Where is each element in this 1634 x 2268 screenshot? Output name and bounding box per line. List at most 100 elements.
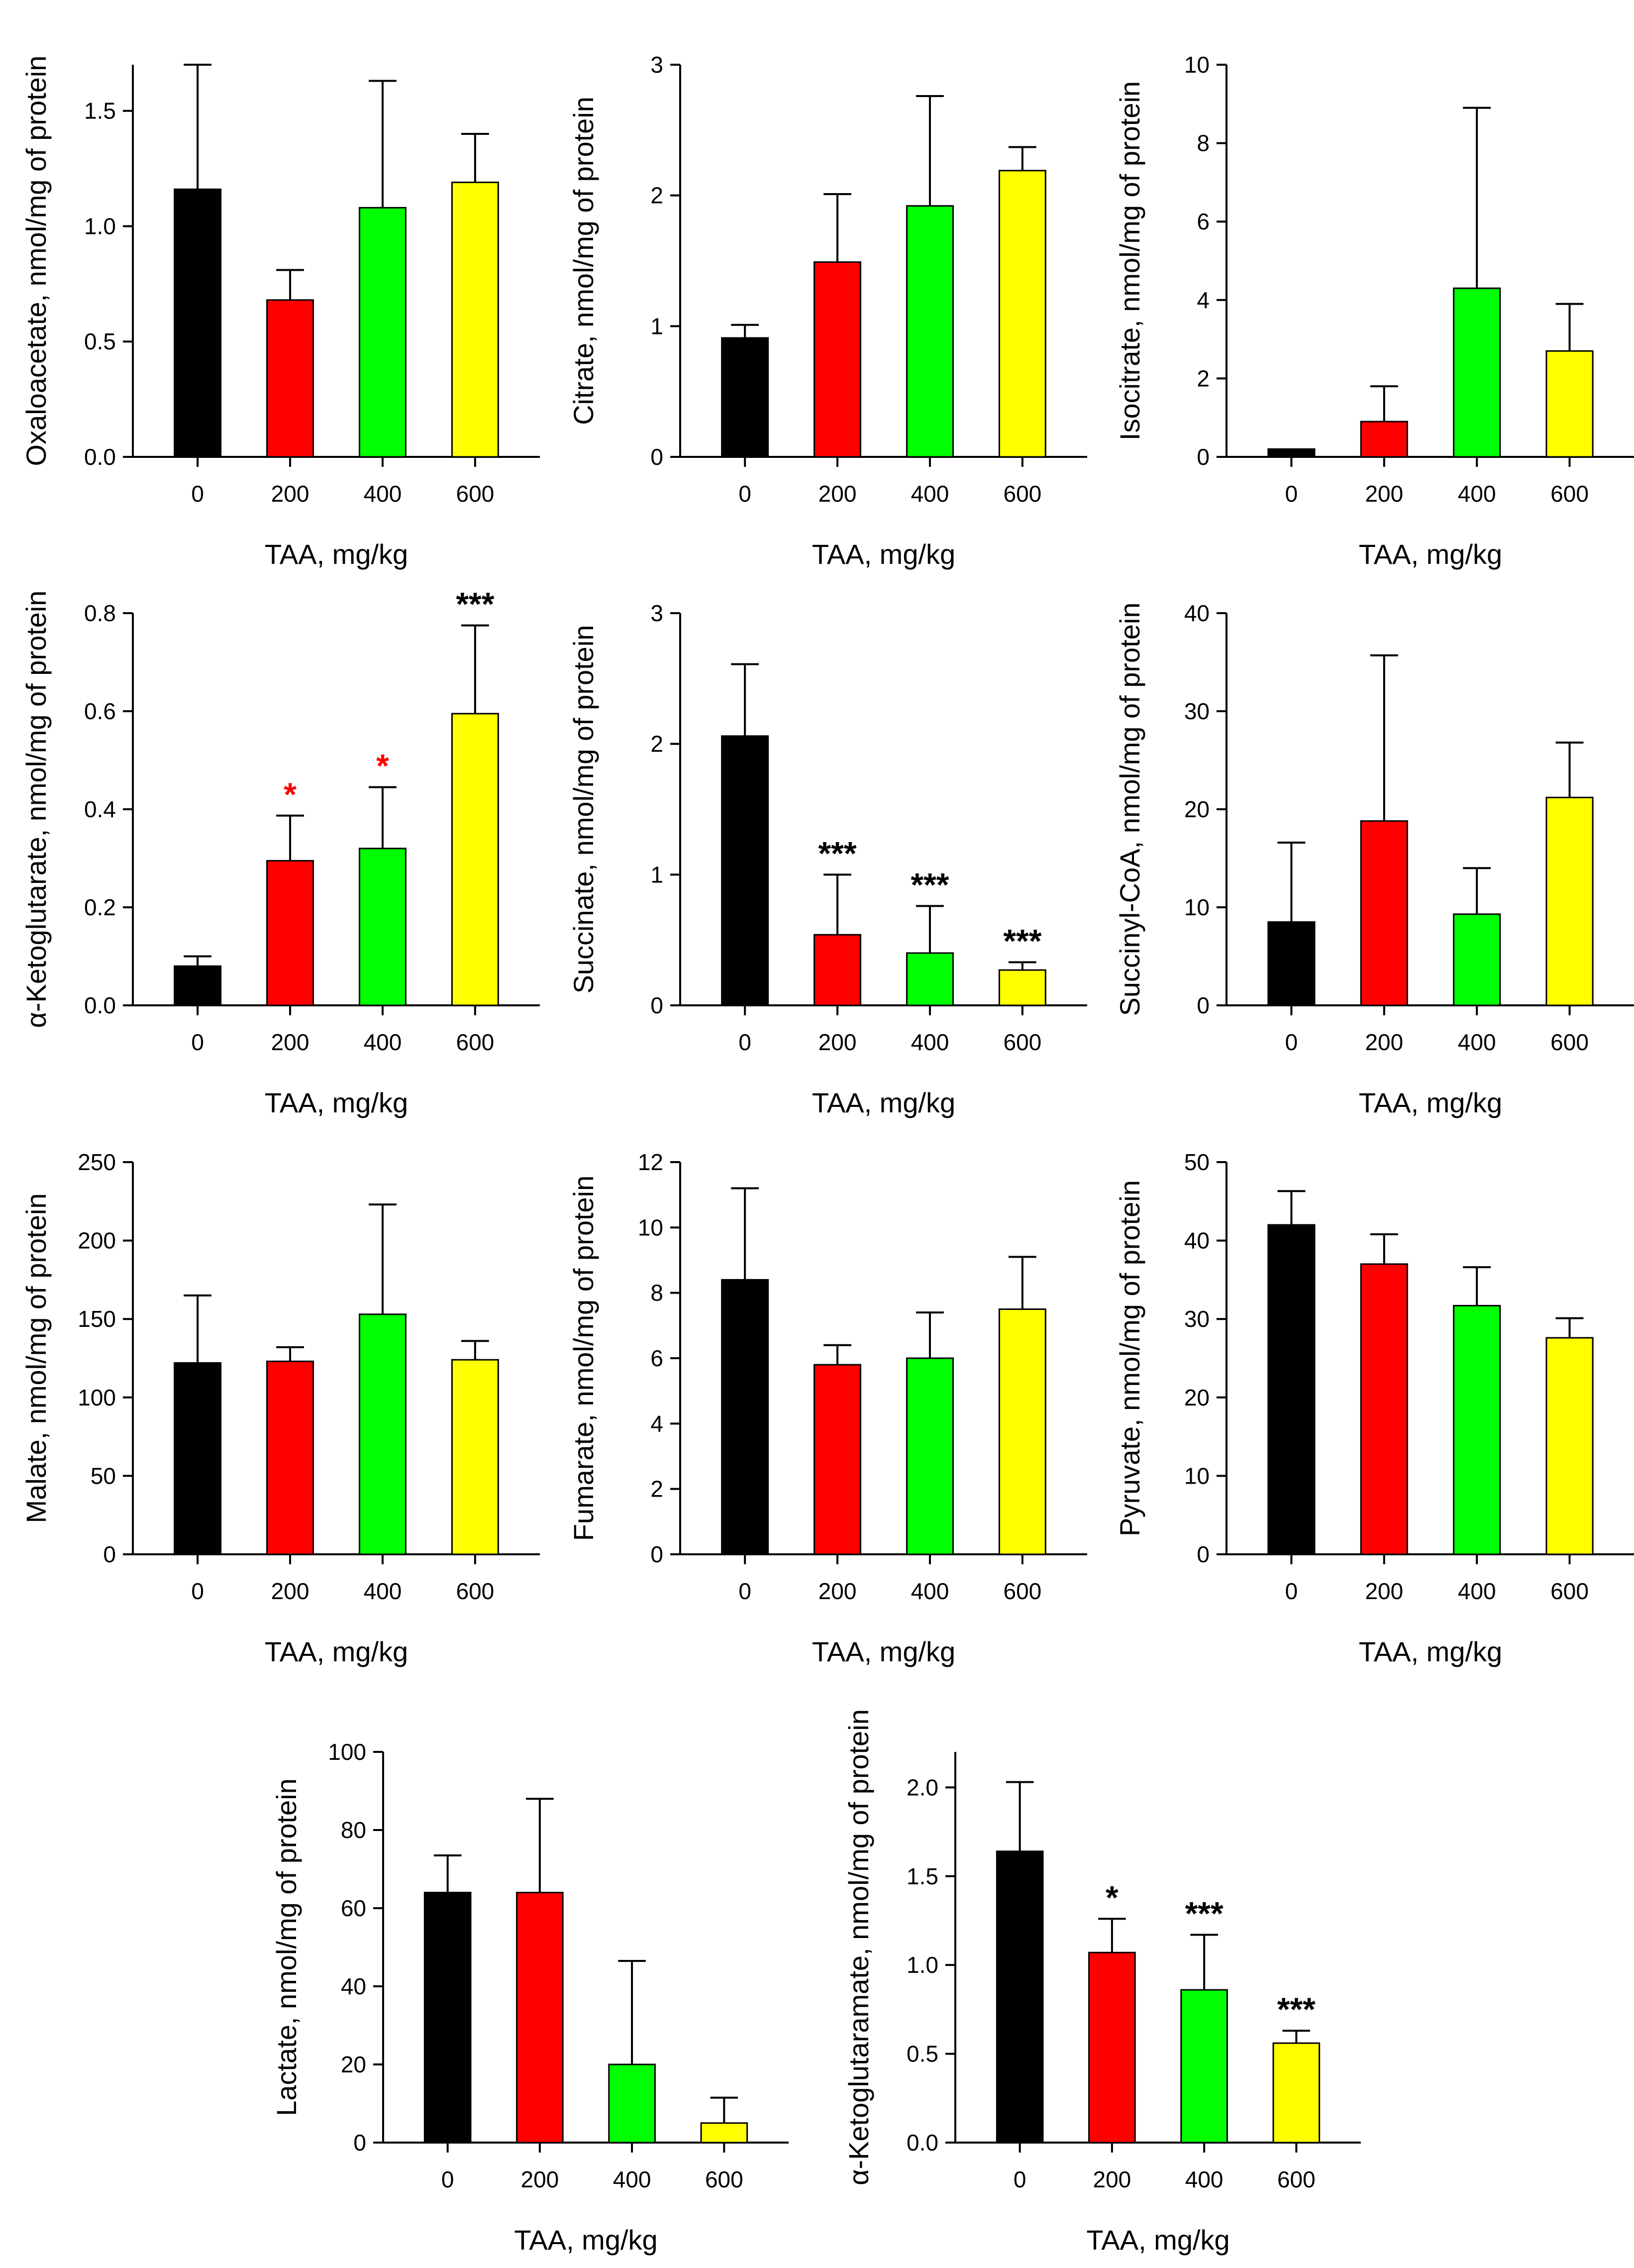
bar-0 <box>1267 448 1316 458</box>
bar-600 <box>451 713 499 1006</box>
x-tick-label: 400 <box>364 1578 402 1604</box>
bar-200 <box>266 860 314 1006</box>
x-axis-label: TAA, mg/kg <box>1359 1087 1502 1118</box>
x-tick-label: 0 <box>1285 481 1298 507</box>
y-tick-label: 2 <box>650 183 663 209</box>
significance-marker: *** <box>1277 1991 1316 2028</box>
y-axis-label: Lactate, nmol/mg of protein <box>271 1778 302 2116</box>
bar-400 <box>608 2063 656 2144</box>
y-axis-label: Fumarate, nmol/mg of protein <box>568 1176 599 1541</box>
y-axis-label: Oxaloacetate, nmol/mg of protein <box>20 56 52 466</box>
x-tick-label: 600 <box>456 1029 494 1055</box>
bar-0 <box>1267 921 1316 1006</box>
x-axis-label: TAA, mg/kg <box>812 1636 955 1667</box>
y-tick-label: 40 <box>1184 600 1210 626</box>
bar-0 <box>721 1279 769 1555</box>
x-tick-label: 0 <box>1285 1029 1298 1055</box>
y-tick-label: 4 <box>650 1410 663 1436</box>
significance-marker: *** <box>456 586 494 623</box>
bar-0 <box>1267 1224 1316 1555</box>
bar-400 <box>1453 1304 1501 1555</box>
x-tick-label: 600 <box>1277 2166 1316 2192</box>
y-tick-label: 40 <box>341 1973 366 1999</box>
y-tick-label: 0.5 <box>907 2041 938 2067</box>
x-tick-label: 600 <box>705 2166 743 2192</box>
x-tick-label: 400 <box>911 1029 949 1055</box>
y-tick-label: 20 <box>1184 1385 1210 1410</box>
y-tick-label: 1.0 <box>907 1952 938 1978</box>
y-tick-label: 100 <box>328 1739 366 1765</box>
y-tick-label: 0 <box>1197 992 1210 1018</box>
bar-200 <box>814 934 862 1006</box>
y-tick-label: 0.0 <box>84 444 116 470</box>
y-tick-label: 2 <box>1197 365 1210 391</box>
bar-200 <box>814 1364 862 1555</box>
y-axis-label: α-Ketoglutarate, nmol/mg of protein <box>20 590 52 1028</box>
x-tick-label: 0 <box>1014 2166 1026 2192</box>
y-tick-label: 3 <box>650 52 663 78</box>
x-tick-label: 200 <box>271 1578 309 1604</box>
bar-0 <box>174 1362 222 1555</box>
bar-600 <box>1272 2042 1321 2144</box>
bar-600 <box>998 1308 1046 1555</box>
x-tick-label: 600 <box>456 1578 494 1604</box>
bar-400 <box>906 952 954 1006</box>
x-tick-label: 600 <box>1003 1578 1041 1604</box>
chart-panel-11: 0.0 0.5 1.0 1.5 2.0 0 200 * 400 *** 600 *** TAA, mg/… <box>843 1709 1361 2256</box>
x-tick-label: 0 <box>738 1578 751 1604</box>
bar-400 <box>358 848 407 1006</box>
x-tick-label: 0 <box>191 1029 204 1055</box>
y-tick-label: 0.4 <box>84 796 116 822</box>
y-axis-label: Succinate, nmol/mg of protein <box>568 625 599 994</box>
x-tick-label: 400 <box>1458 1029 1496 1055</box>
x-tick-label: 200 <box>271 481 309 507</box>
y-tick-label: 10 <box>638 1214 663 1240</box>
x-axis-label: TAA, mg/kg <box>265 539 408 570</box>
x-tick-label: 200 <box>271 1029 309 1055</box>
bar-0 <box>174 965 222 1006</box>
y-tick-label: 2 <box>650 1476 663 1502</box>
bar-400 <box>1180 1989 1228 2144</box>
x-axis-label: TAA, mg/kg <box>812 539 955 570</box>
bar-600 <box>451 1359 499 1555</box>
y-tick-label: 100 <box>78 1385 116 1410</box>
y-tick-label: 6 <box>650 1345 663 1371</box>
y-tick-label: 150 <box>78 1306 116 1332</box>
bar-400 <box>1453 287 1501 458</box>
bar-400 <box>358 207 407 458</box>
y-tick-label: 1 <box>650 862 663 887</box>
y-tick-label: 10 <box>1184 894 1210 920</box>
bar-200 <box>266 1360 314 1555</box>
chart-panel-2: 0 1 2 3 0 200 400 600 TAA, mg/kg Citrate, nmol/mg… <box>568 52 1087 570</box>
y-tick-label: 3 <box>650 600 663 626</box>
x-tick-label: 600 <box>1550 1578 1589 1604</box>
x-axis-label: TAA, mg/kg <box>265 1636 408 1667</box>
y-tick-label: 20 <box>1184 796 1210 822</box>
x-tick-label: 400 <box>364 481 402 507</box>
x-tick-label: 400 <box>1185 2166 1224 2192</box>
x-tick-label: 200 <box>818 481 857 507</box>
y-tick-label: 0 <box>650 1541 663 1567</box>
y-tick-label: 30 <box>1184 1306 1210 1332</box>
y-tick-label: 0 <box>650 992 663 1018</box>
y-axis-label: Pyruvate, nmol/mg of protein <box>1114 1180 1145 1536</box>
y-tick-label: 0 <box>1197 1541 1210 1567</box>
x-axis-label: TAA, mg/kg <box>265 1087 408 1118</box>
y-tick-label: 0 <box>353 2130 366 2156</box>
y-tick-label: 10 <box>1184 52 1210 78</box>
significance-marker: * <box>376 748 389 784</box>
x-axis-label: TAA, mg/kg <box>1086 2224 1229 2256</box>
significance-marker: * <box>1106 1879 1119 1916</box>
significance-marker: *** <box>1185 1895 1224 1932</box>
bar-600 <box>451 181 499 458</box>
bar-0 <box>174 188 222 458</box>
x-tick-label: 0 <box>441 2166 454 2192</box>
y-tick-label: 12 <box>638 1149 663 1175</box>
y-tick-label: 1 <box>650 313 663 339</box>
bar-600 <box>1545 796 1594 1006</box>
chart-panel-9: 0 10 20 30 40 50 0 200 400 600 TAA, mg/kg Pyruvate,… <box>1114 1149 1634 1667</box>
y-tick-label: 250 <box>78 1149 116 1175</box>
significance-marker: *** <box>1003 922 1041 959</box>
y-tick-label: 0.0 <box>84 992 116 1018</box>
x-tick-label: 600 <box>1550 481 1589 507</box>
